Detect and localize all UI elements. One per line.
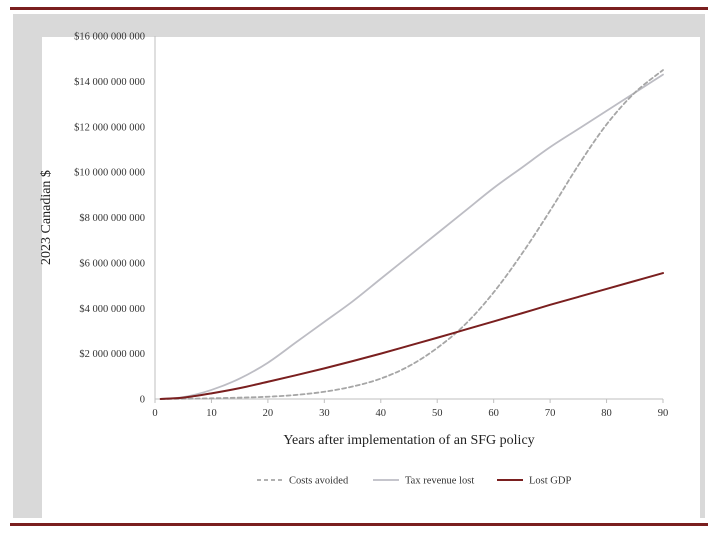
y-tick-label: $2 000 000 000 [79, 349, 145, 360]
series-line-tax-revenue-lost [159, 73, 664, 400]
series-line-costs-avoided [159, 69, 664, 400]
x-tick-label: 80 [601, 408, 612, 419]
bottom-rule [10, 523, 708, 526]
y-axis-title: 2023 Canadian $ [39, 170, 54, 265]
y-tick-label: $10 000 000 000 [74, 168, 145, 179]
x-tick-label: 20 [263, 408, 274, 419]
y-tick-label: 0 [140, 395, 145, 406]
legend-label: Lost GDP [529, 476, 571, 487]
y-tick-label: $16 000 000 000 [74, 32, 145, 43]
x-tick-label: 70 [545, 408, 556, 419]
x-tick-label: 40 [376, 408, 387, 419]
series-line-lost-gdp [159, 272, 664, 400]
x-axis-ticks: 0 10 20 30 40 50 60 70 80 90 [152, 399, 668, 419]
series-lines [159, 69, 664, 400]
x-tick-label: 90 [658, 408, 669, 419]
figure-frame [13, 14, 705, 524]
x-tick-label: 50 [432, 408, 443, 419]
x-tick-label: 30 [319, 408, 330, 419]
top-rule [10, 7, 708, 10]
y-axis-ticks: 0 $2 000 000 000 $4 000 000 000 $6 000 000 … [74, 32, 145, 406]
legend-label: Tax revenue lost [405, 476, 474, 487]
y-tick-label: $4 000 000 000 [79, 304, 145, 315]
x-tick-label: 60 [488, 408, 499, 419]
x-axis-title: Years after implementation of an SFG pol… [283, 433, 534, 448]
legend-label: Costs avoided [289, 476, 349, 487]
legend: Costs avoided Tax revenue lost Lost GDP [257, 476, 571, 487]
x-tick-label: 0 [152, 408, 157, 419]
y-tick-label: $12 000 000 000 [74, 122, 145, 133]
plot-panel [42, 37, 700, 524]
x-tick-label: 10 [206, 408, 217, 419]
y-tick-label: $6 000 000 000 [79, 258, 145, 269]
y-tick-label: $14 000 000 000 [74, 77, 145, 88]
y-tick-label: $8 000 000 000 [79, 213, 145, 224]
